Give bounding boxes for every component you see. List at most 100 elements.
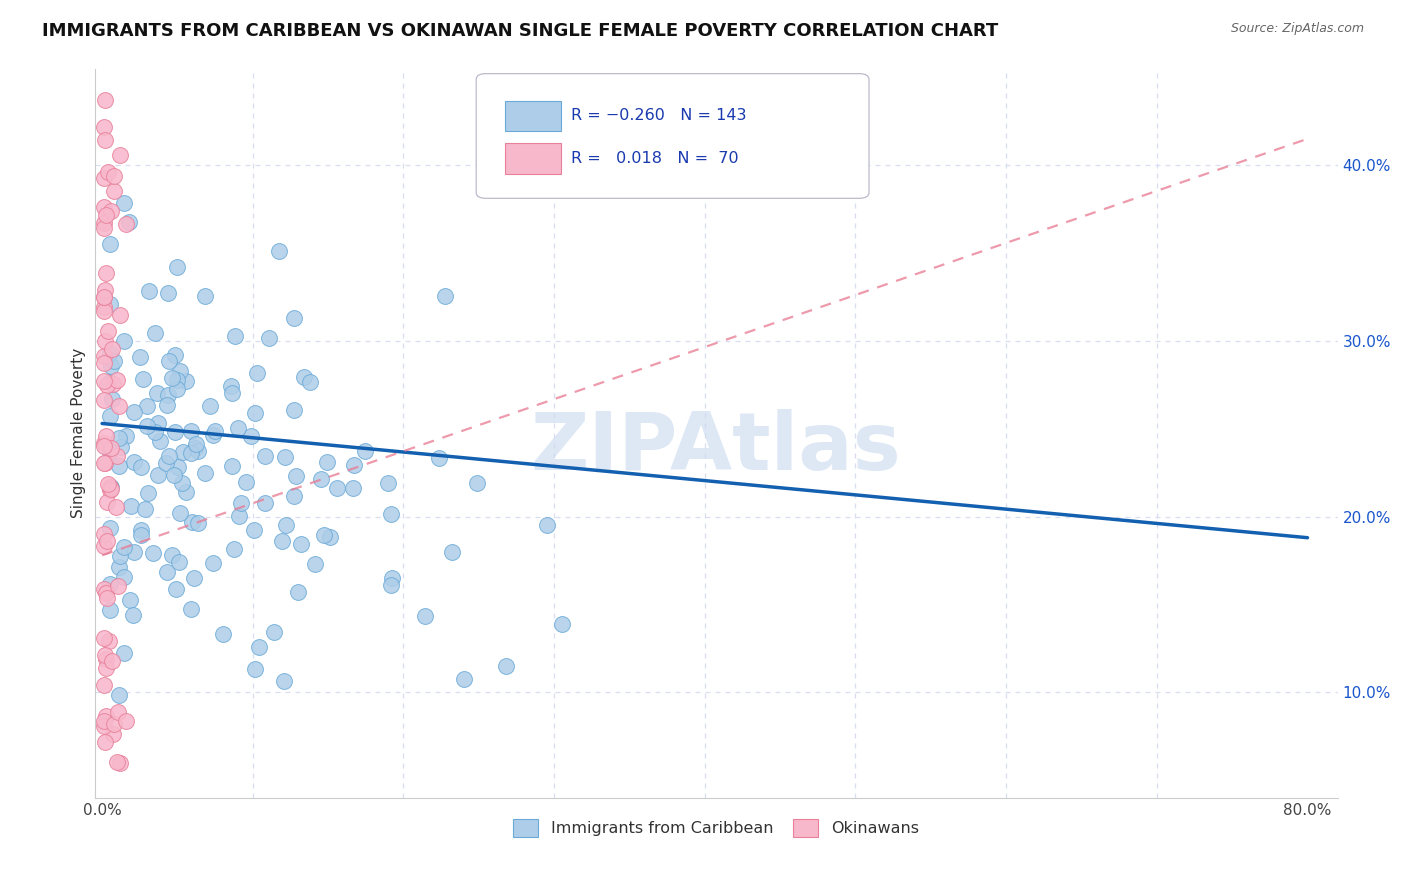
Point [93, 133, 115, 147]
Point [105, 373, 128, 387]
Point [219, 378, 242, 392]
Point [101, 654, 124, 668]
Y-axis label: Single Female Poverty: Single Female Poverty [72, 348, 86, 518]
Point [94, 648, 117, 662]
Point [342, 481, 364, 495]
Point [174, 484, 197, 499]
Point [129, 528, 152, 542]
Point [287, 584, 309, 599]
Point [298, 375, 321, 389]
Point [93, 582, 115, 596]
Point [98, 444, 121, 458]
Point [110, 440, 132, 454]
Point [160, 548, 183, 562]
Point [117, 215, 139, 229]
Point [283, 402, 305, 417]
Point [100, 482, 122, 496]
Point [156, 565, 179, 579]
Point [169, 506, 191, 520]
Point [212, 627, 235, 641]
Point [94, 266, 117, 280]
Point [429, 450, 451, 465]
Point [94, 429, 117, 443]
Point [108, 688, 131, 702]
Point [129, 459, 152, 474]
Point [93, 283, 115, 297]
Point [142, 546, 165, 560]
Point [98, 634, 121, 648]
Point [94, 586, 117, 600]
Text: R = −0.260   N = 143: R = −0.260 N = 143 [571, 109, 747, 123]
Point [107, 431, 129, 445]
Point [304, 558, 326, 572]
Point [93, 678, 115, 692]
Point [103, 184, 125, 198]
Point [180, 515, 202, 529]
Point [108, 148, 131, 162]
Point [172, 445, 194, 459]
Point [108, 459, 131, 474]
Point [112, 540, 135, 554]
Point [100, 441, 122, 455]
Point [184, 441, 207, 455]
Point [98, 409, 121, 423]
Point [112, 569, 135, 583]
Point [108, 549, 131, 563]
Point [166, 373, 188, 387]
Point [204, 425, 226, 439]
Point [157, 353, 180, 368]
Point [93, 304, 115, 318]
Point [221, 459, 243, 474]
Point [292, 370, 315, 384]
Point [105, 450, 128, 464]
Point [146, 386, 169, 401]
Point [183, 571, 205, 585]
Point [157, 450, 180, 464]
Point [128, 351, 150, 365]
Point [93, 539, 115, 553]
Point [354, 443, 377, 458]
Point [200, 399, 222, 413]
Point [311, 472, 333, 486]
Point [93, 439, 115, 453]
Point [93, 456, 115, 470]
Point [245, 662, 267, 676]
Point [135, 399, 157, 413]
Point [314, 527, 336, 541]
Point [93, 374, 115, 388]
Point [453, 673, 475, 687]
Point [103, 169, 125, 183]
Point [267, 244, 290, 258]
Point [433, 289, 456, 303]
Point [98, 296, 121, 310]
Text: ZIPAtlas: ZIPAtlas [530, 409, 901, 487]
FancyBboxPatch shape [505, 101, 561, 131]
Point [118, 593, 141, 607]
Point [201, 428, 224, 442]
Point [167, 460, 190, 475]
Point [101, 376, 124, 391]
Point [166, 260, 188, 275]
Point [100, 359, 122, 373]
Point [274, 518, 297, 533]
Point [114, 646, 136, 660]
Point [187, 443, 209, 458]
Point [440, 544, 463, 558]
Point [166, 382, 188, 396]
Point [180, 424, 202, 438]
Point [221, 385, 243, 400]
Point [132, 372, 155, 386]
Point [93, 349, 115, 363]
Point [273, 673, 295, 688]
Point [93, 456, 115, 470]
Point [98, 483, 121, 497]
Point [343, 458, 366, 473]
Point [136, 485, 159, 500]
Point [98, 521, 121, 535]
Point [240, 429, 263, 443]
Point [180, 602, 202, 616]
Point [93, 714, 115, 728]
Point [143, 326, 166, 340]
Point [96, 209, 118, 223]
Point [105, 755, 128, 769]
